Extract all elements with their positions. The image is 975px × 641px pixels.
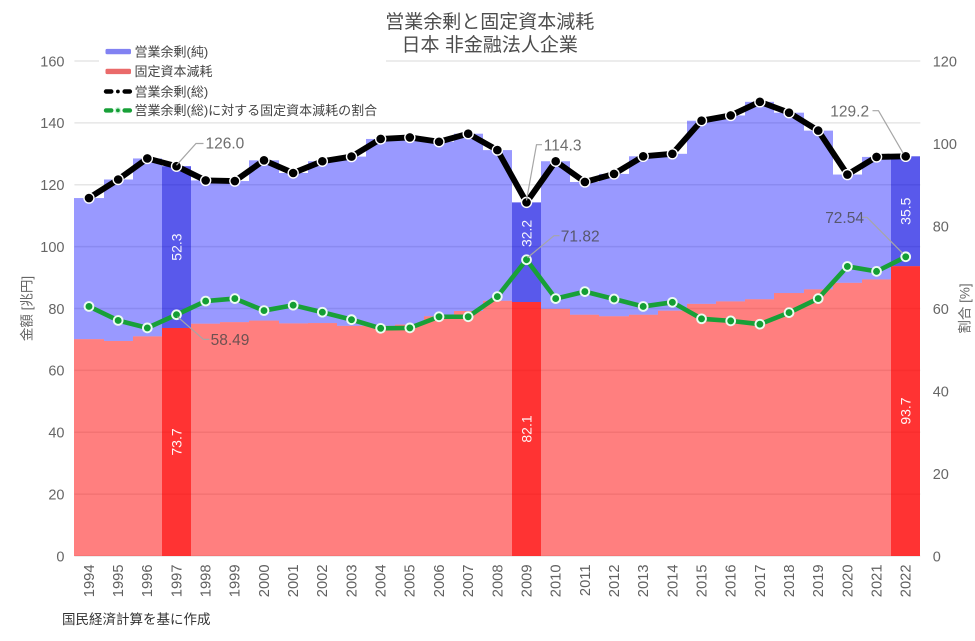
- svg-text:32.2: 32.2: [519, 220, 535, 247]
- svg-text:40: 40: [48, 426, 64, 442]
- svg-text:72.54: 72.54: [825, 210, 864, 227]
- svg-text:国民経済計算を基に作成: 国民経済計算を基に作成: [62, 611, 211, 627]
- svg-text:2001: 2001: [286, 565, 302, 598]
- svg-text:2008: 2008: [490, 565, 506, 598]
- svg-text:2005: 2005: [403, 565, 419, 598]
- svg-text:2014: 2014: [665, 565, 681, 598]
- svg-text:100: 100: [40, 240, 64, 256]
- svg-text:40: 40: [933, 384, 949, 400]
- svg-text:80: 80: [933, 219, 949, 235]
- svg-text:1999: 1999: [228, 565, 244, 598]
- svg-text:82.1: 82.1: [519, 415, 535, 442]
- svg-text:58.49: 58.49: [211, 332, 250, 349]
- svg-text:割合 [%]: 割合 [%]: [957, 283, 973, 333]
- svg-text:100: 100: [933, 137, 957, 153]
- svg-text:93.7: 93.7: [898, 397, 914, 424]
- svg-text:2000: 2000: [257, 565, 273, 598]
- svg-text:営業余剰(総)に対する固定資本減耗の割合: 営業余剰(総)に対する固定資本減耗の割合: [135, 103, 378, 118]
- svg-text:2021: 2021: [869, 565, 885, 598]
- svg-text:60: 60: [48, 364, 64, 380]
- svg-text:2016: 2016: [724, 565, 740, 598]
- svg-text:2002: 2002: [315, 565, 331, 598]
- svg-text:80: 80: [48, 302, 64, 318]
- svg-text:2013: 2013: [636, 565, 652, 598]
- svg-text:60: 60: [933, 302, 949, 318]
- svg-text:営業余剰(総): 営業余剰(総): [135, 84, 209, 99]
- svg-text:1994: 1994: [82, 565, 98, 598]
- svg-text:2018: 2018: [782, 565, 798, 598]
- svg-text:2019: 2019: [811, 565, 827, 598]
- svg-text:固定資本減耗: 固定資本減耗: [135, 64, 213, 79]
- svg-text:73.7: 73.7: [168, 428, 184, 455]
- svg-text:2010: 2010: [549, 565, 565, 598]
- svg-text:2007: 2007: [461, 565, 477, 598]
- svg-text:0: 0: [933, 549, 941, 565]
- svg-text:129.2: 129.2: [830, 103, 869, 120]
- svg-text:2022: 2022: [899, 565, 915, 598]
- svg-text:1997: 1997: [169, 565, 185, 598]
- svg-text:2011: 2011: [578, 565, 594, 597]
- svg-text:1995: 1995: [111, 565, 127, 598]
- svg-text:20: 20: [48, 487, 64, 503]
- svg-text:1998: 1998: [199, 565, 215, 598]
- svg-text:2012: 2012: [607, 565, 623, 598]
- svg-text:1996: 1996: [140, 565, 156, 598]
- svg-text:140: 140: [40, 116, 64, 132]
- svg-text:2015: 2015: [694, 565, 710, 598]
- svg-text:52.3: 52.3: [168, 233, 184, 260]
- svg-text:2020: 2020: [840, 565, 856, 598]
- svg-text:35.5: 35.5: [898, 197, 914, 224]
- svg-text:2009: 2009: [519, 565, 535, 598]
- svg-text:2006: 2006: [432, 565, 448, 598]
- svg-text:120: 120: [933, 54, 957, 70]
- svg-text:0: 0: [56, 549, 64, 565]
- svg-text:2017: 2017: [753, 565, 769, 598]
- svg-text:160: 160: [40, 54, 64, 70]
- svg-text:2004: 2004: [374, 565, 390, 598]
- svg-text:71.82: 71.82: [561, 228, 600, 245]
- svg-text:営業余剰と固定資本減耗: 営業余剰と固定資本減耗: [385, 11, 594, 33]
- svg-text:2003: 2003: [344, 565, 360, 598]
- svg-text:114.3: 114.3: [544, 137, 582, 154]
- svg-text:営業余剰(純): 営業余剰(純): [135, 44, 209, 59]
- svg-text:120: 120: [40, 178, 64, 194]
- svg-text:20: 20: [933, 467, 949, 483]
- svg-text:126.0: 126.0: [206, 136, 245, 153]
- svg-text:金額 [兆円]: 金額 [兆円]: [20, 276, 35, 341]
- svg-text:日本 非金融法人企業: 日本 非金融法人企業: [402, 34, 578, 56]
